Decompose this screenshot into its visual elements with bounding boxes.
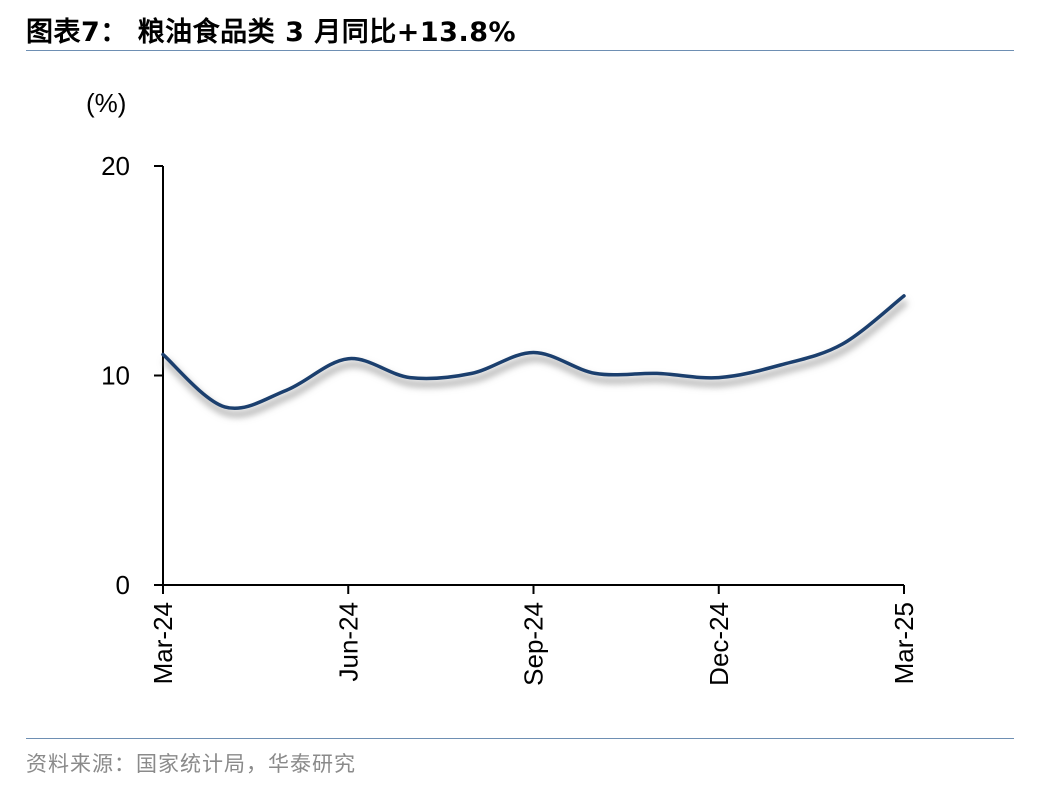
x-tick-label: Mar-25 bbox=[889, 602, 919, 684]
y-unit-label: (%) bbox=[86, 88, 126, 118]
title-divider bbox=[26, 50, 1014, 51]
series-line bbox=[161, 294, 906, 410]
x-tick-label: Mar-24 bbox=[148, 602, 178, 684]
source-note: 资料来源：国家统计局，华泰研究 bbox=[26, 752, 356, 776]
x-tick-label: Sep-24 bbox=[519, 602, 549, 686]
x-tick-label: Dec-24 bbox=[704, 602, 734, 686]
y-tick-label: 20 bbox=[101, 151, 130, 181]
y-tick-label: 10 bbox=[101, 361, 130, 391]
x-tick-label: Jun-24 bbox=[333, 602, 363, 682]
series-line-shadow bbox=[162, 299, 908, 418]
y-tick-label: 0 bbox=[116, 570, 130, 600]
chart-title: 图表7： 粮油食品类 3 月同比+13.8% bbox=[26, 17, 517, 48]
footer-divider bbox=[26, 738, 1014, 739]
